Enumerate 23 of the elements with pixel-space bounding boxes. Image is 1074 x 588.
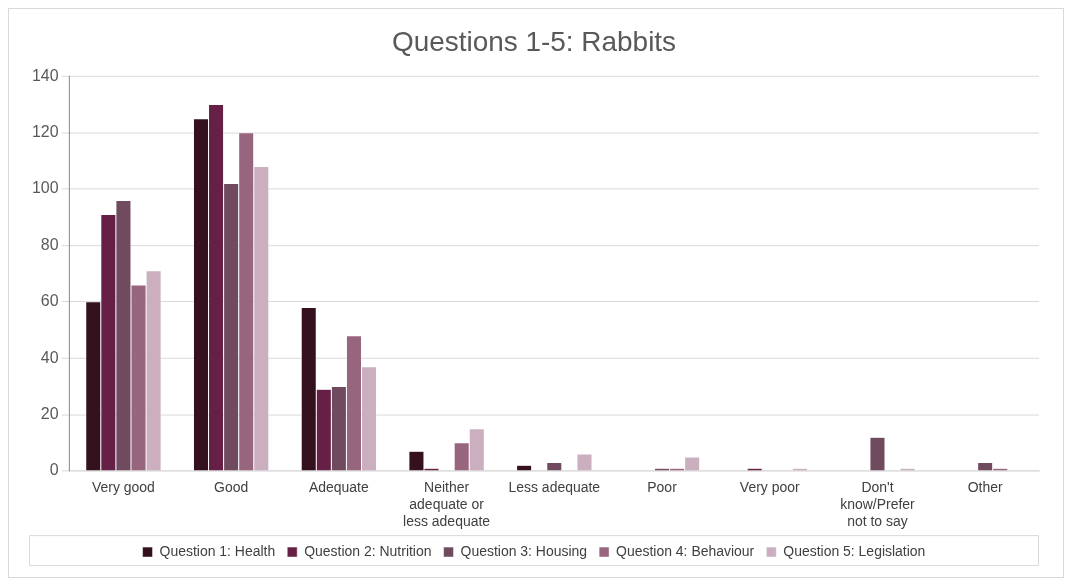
legend-label: Question 4: Behaviour xyxy=(616,542,755,559)
legend-label: Question 1: Health xyxy=(159,542,276,559)
y-tick-label: 80 xyxy=(40,235,59,253)
chart-title: Questions 1-5: Rabbits xyxy=(391,26,677,58)
legend-label: Question 2: Nutrition xyxy=(304,542,432,559)
y-tick-label: 100 xyxy=(31,179,59,197)
y-tick-label: 120 xyxy=(31,123,59,141)
x-tick-label: Adequate xyxy=(308,479,370,496)
x-tick-label: Good xyxy=(214,479,249,496)
x-tick-label: Neither adequate or less adequate xyxy=(403,479,491,529)
y-tick-label: 0 xyxy=(49,461,59,479)
x-tick-label: Very good xyxy=(91,479,155,496)
x-tick-label: Other xyxy=(967,479,1003,496)
legend-label: Question 5: Legislation xyxy=(783,542,926,559)
x-tick-label: Very poor xyxy=(739,479,800,496)
y-tick-label: 140 xyxy=(31,66,59,84)
x-tick-label: Less adequate xyxy=(508,479,601,496)
y-tick-label: 40 xyxy=(40,348,59,366)
x-tick-label: Don't know/Prefer not to say xyxy=(840,479,916,529)
legend-label: Question 3: Housing xyxy=(460,542,588,559)
y-tick-label: 20 xyxy=(40,405,59,422)
y-tick-label: 60 xyxy=(40,292,59,310)
x-tick-label: Poor xyxy=(647,479,678,496)
